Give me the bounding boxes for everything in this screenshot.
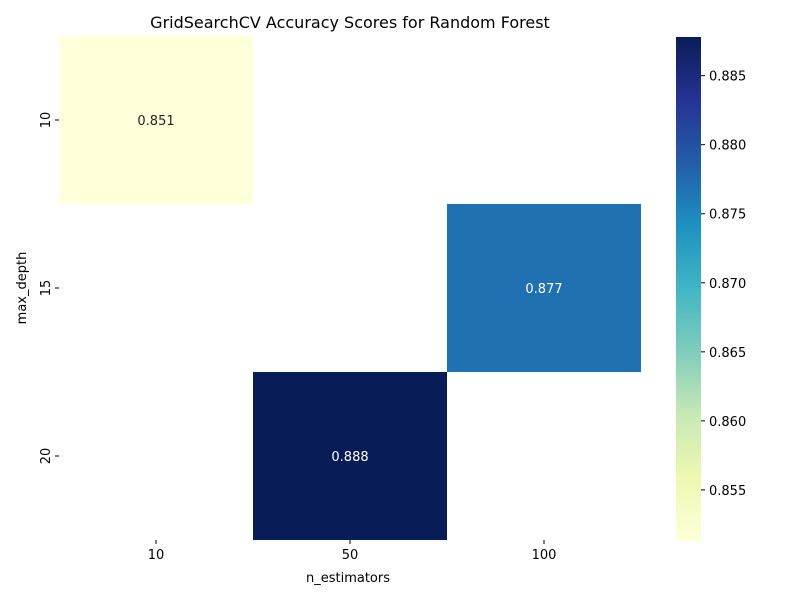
x-tick-label-1: 50 bbox=[342, 548, 359, 563]
y-tick-label-0: 10 bbox=[39, 112, 54, 129]
heatmap-cell-0 bbox=[59, 36, 253, 204]
y-tick-label-2: 20 bbox=[39, 448, 54, 465]
y-axis-label: max_depth bbox=[15, 252, 30, 325]
heatmap-cells: 0.851 0.877 0.888 bbox=[59, 36, 641, 540]
y-axis-ticks: 10 15 20 bbox=[39, 112, 59, 465]
colorbar-tick-label-6: 0.885 bbox=[709, 70, 746, 85]
heatmap-cell-1 bbox=[447, 204, 641, 372]
heatmap-cell-2 bbox=[253, 372, 447, 540]
colorbar-tick-label-4: 0.875 bbox=[709, 208, 746, 223]
heatmap-cell-label-2: 0.888 bbox=[331, 450, 368, 465]
colorbar-tick-label-1: 0.860 bbox=[709, 415, 746, 430]
x-tick-label-2: 100 bbox=[532, 548, 557, 563]
x-tick-label-0: 10 bbox=[148, 548, 165, 563]
colorbar-tick-label-5: 0.880 bbox=[709, 139, 746, 154]
heatmap-cell-label-0: 0.851 bbox=[137, 114, 174, 129]
x-axis-ticks: 10 50 100 bbox=[148, 540, 557, 563]
colorbar: 0.855 0.860 0.865 0.870 0.875 0.880 0.885 bbox=[676, 37, 746, 541]
y-tick-label-1: 15 bbox=[39, 280, 54, 297]
x-axis-label: n_estimators bbox=[306, 571, 390, 586]
colorbar-tick-label-3: 0.870 bbox=[709, 277, 746, 292]
colorbar-gradient bbox=[676, 37, 701, 541]
chart-title: GridSearchCV Accuracy Scores for Random … bbox=[150, 13, 550, 32]
colorbar-tick-label-0: 0.855 bbox=[709, 484, 746, 499]
colorbar-tick-label-2: 0.865 bbox=[709, 346, 746, 361]
heatmap-cell-label-1: 0.877 bbox=[525, 282, 562, 297]
